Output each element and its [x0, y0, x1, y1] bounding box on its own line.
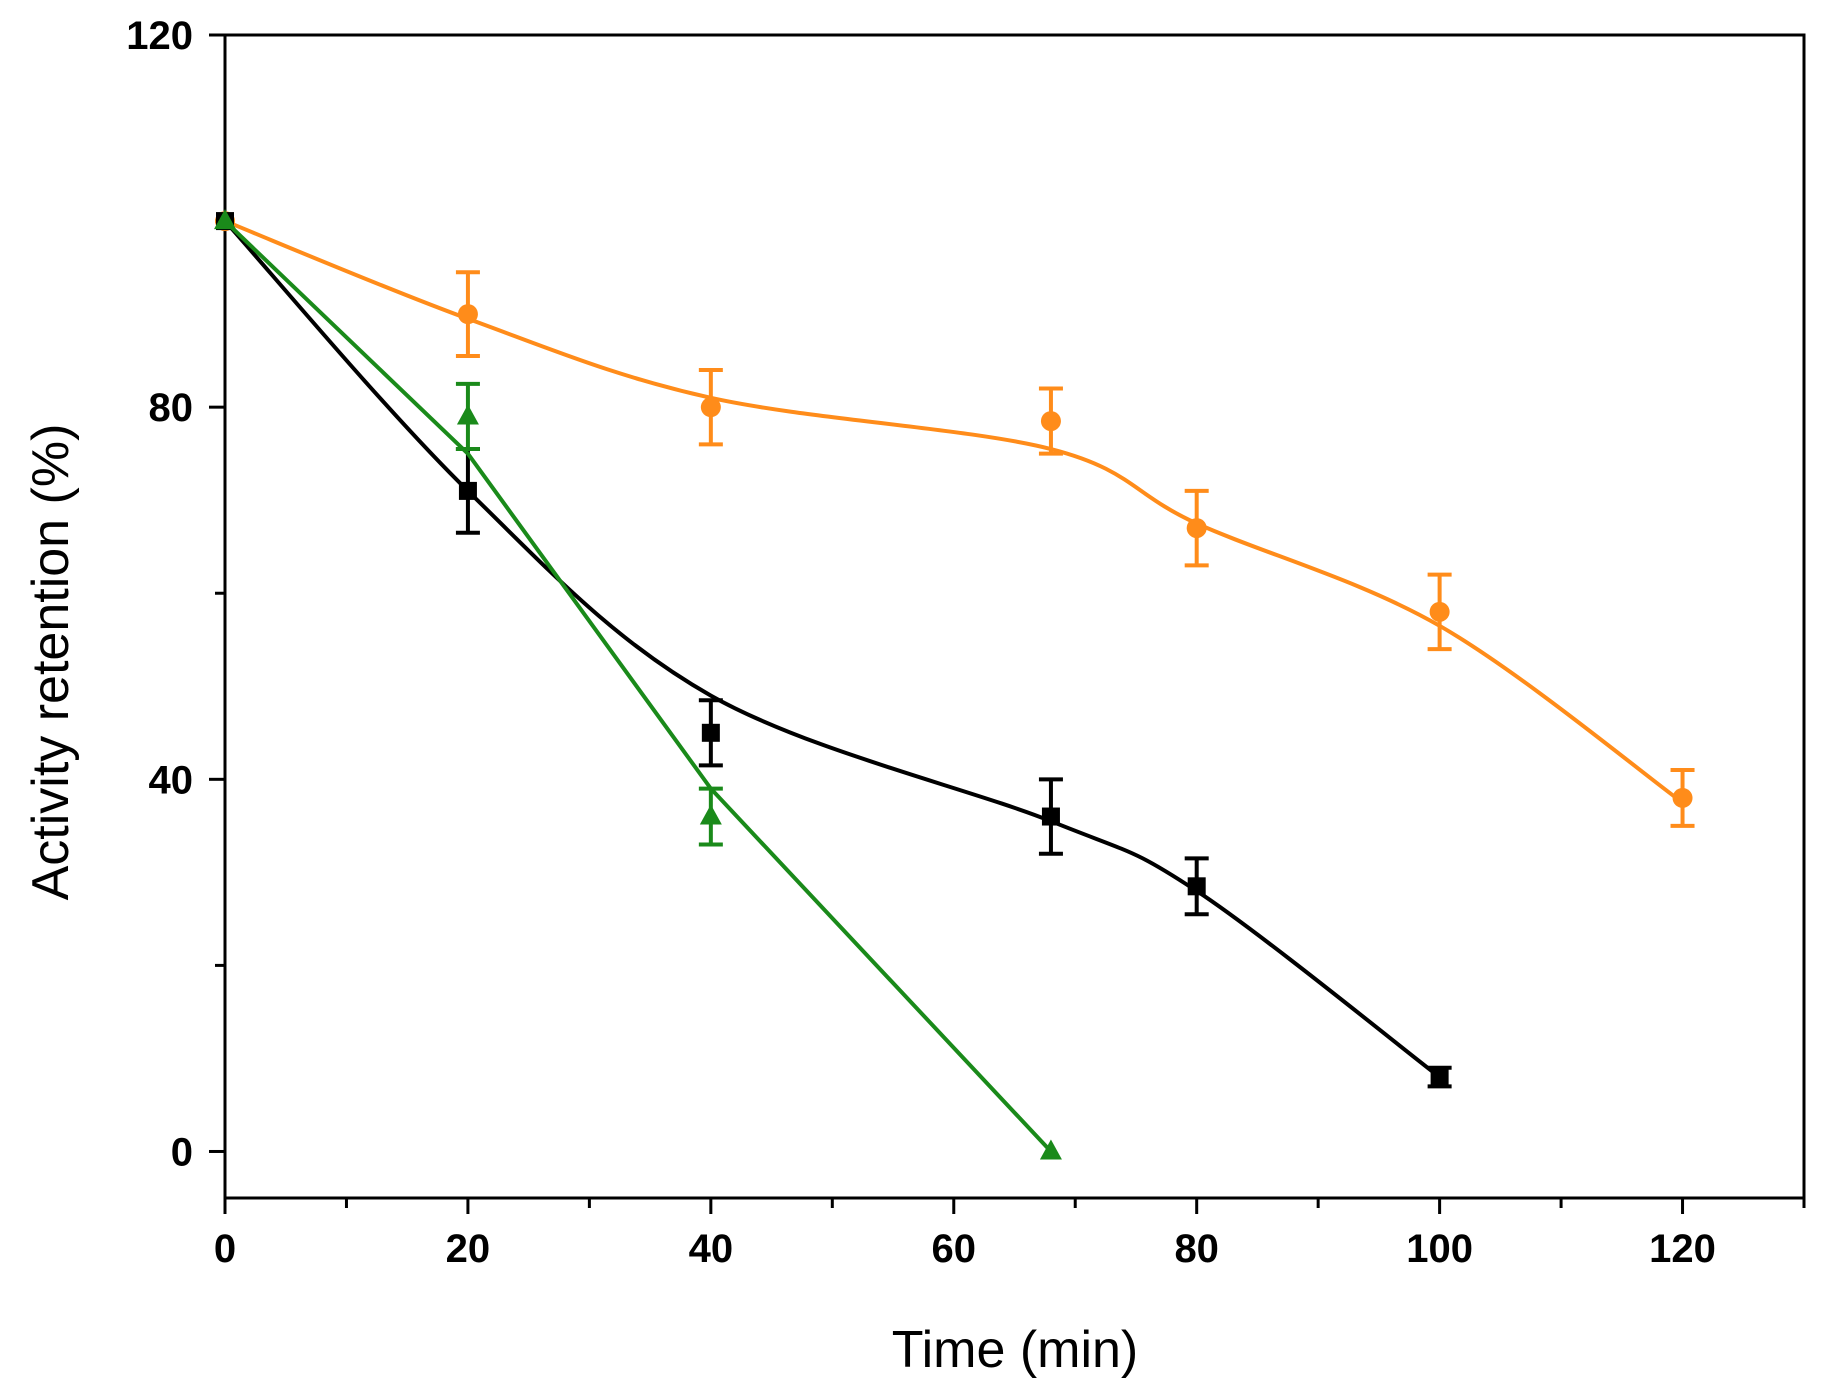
data-point: [1039, 1139, 1062, 1160]
x-tick-label: 100: [1406, 1227, 1473, 1271]
series-green: [214, 209, 1062, 1160]
data-point: [458, 481, 477, 500]
data-point: [1672, 787, 1693, 808]
data-point: [701, 723, 720, 742]
series-line-orange: [224, 219, 1684, 805]
axis-ticks: 0 20 40 60 80 100 120 0 40 80 120: [126, 14, 1806, 1271]
series-line-black: [223, 219, 1441, 1079]
y-tick-label: 80: [149, 386, 194, 430]
data-point: [1041, 807, 1060, 826]
data-point: [1187, 877, 1206, 896]
data-point: [214, 209, 236, 230]
data-point: [1430, 1068, 1449, 1087]
y-axis-title: Activity retention (%): [22, 424, 80, 901]
data-point: [699, 804, 722, 825]
x-tick-label: 120: [1649, 1227, 1716, 1271]
x-axis-title: Time (min): [892, 1321, 1139, 1379]
data-point: [1040, 411, 1061, 432]
y-tick-label: 120: [126, 14, 193, 58]
x-tick-label: 40: [689, 1227, 734, 1271]
data-point: [1186, 518, 1207, 539]
y-tick-label: 40: [149, 758, 194, 802]
y-tick-label: 0: [171, 1130, 193, 1174]
x-tick-label: 20: [446, 1227, 491, 1271]
data-point: [456, 404, 479, 425]
data-point: [700, 397, 721, 418]
series-line-green: [223, 219, 1053, 1153]
plot-frame: [223, 33, 1806, 1200]
series-layer: [214, 209, 1695, 1160]
x-tick-label: 60: [932, 1227, 977, 1271]
data-point: [457, 304, 478, 325]
data-point: [1429, 601, 1450, 622]
x-tick-label: 0: [214, 1227, 236, 1271]
x-tick-label: 80: [1174, 1227, 1219, 1271]
series-orange: [215, 211, 1695, 828]
series-black: [216, 212, 1452, 1089]
